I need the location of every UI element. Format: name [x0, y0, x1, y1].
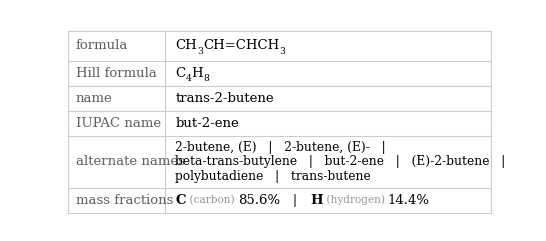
Text: name: name	[76, 92, 112, 105]
Text: IUPAC name: IUPAC name	[76, 117, 161, 130]
Text: beta-trans-butylene   |   but-2-ene   |   (E)-2-butene   |: beta-trans-butylene | but-2-ene | (E)-2-…	[175, 155, 506, 168]
Text: mass fractions: mass fractions	[76, 194, 173, 207]
Text: polybutadiene   |   trans-butene: polybutadiene | trans-butene	[175, 170, 371, 183]
Text: 3: 3	[279, 47, 285, 56]
Text: trans-2-butene: trans-2-butene	[175, 92, 274, 105]
Text: 85.6%: 85.6%	[238, 194, 280, 207]
Text: 14.4%: 14.4%	[388, 194, 430, 207]
Text: Hill formula: Hill formula	[76, 67, 157, 80]
Text: 8: 8	[203, 74, 209, 83]
Text: H: H	[310, 194, 323, 207]
Text: 3: 3	[197, 47, 203, 56]
Text: CH: CH	[175, 39, 197, 52]
Text: 2-butene, (E)   |   2-butene, (E)-   |: 2-butene, (E) | 2-butene, (E)- |	[175, 141, 386, 154]
Text: C: C	[175, 67, 186, 80]
Text: formula: formula	[76, 39, 128, 52]
Text: alternate names: alternate names	[76, 155, 185, 168]
Text: |: |	[280, 194, 310, 207]
Text: H: H	[192, 67, 203, 80]
Text: but-2-ene: but-2-ene	[175, 117, 239, 130]
Text: (carbon): (carbon)	[186, 195, 238, 205]
Text: (hydrogen): (hydrogen)	[323, 195, 388, 205]
Text: CH=CHCH: CH=CHCH	[203, 39, 279, 52]
Text: C: C	[175, 194, 186, 207]
Text: 4: 4	[186, 74, 192, 83]
